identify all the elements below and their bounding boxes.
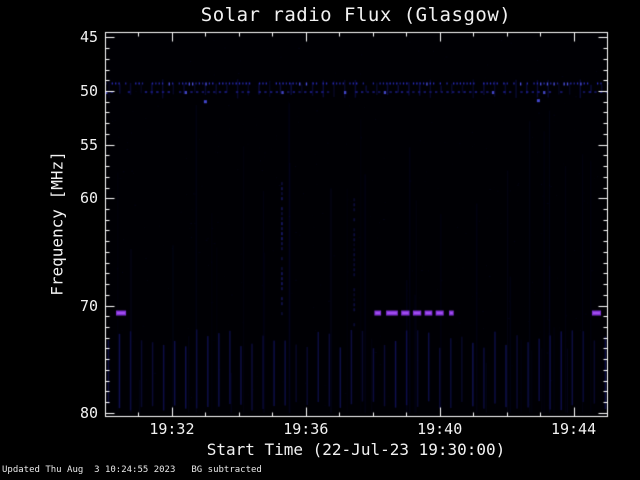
x-axis-label: Start Time (22-Jul-23 19:30:00)	[206, 440, 506, 459]
bg-subtracted-note: BG subtracted	[191, 465, 262, 475]
y-axis-label: Frequency [MHz]	[47, 151, 67, 296]
chart-title: Solar radio Flux (Glasgow)	[200, 4, 512, 26]
updated-timestamp: Updated Thu Aug 3 10:24:55 2023	[2, 465, 176, 475]
footer: Updated Thu Aug 3 10:24:55 2023 BG subtra…	[2, 465, 262, 475]
